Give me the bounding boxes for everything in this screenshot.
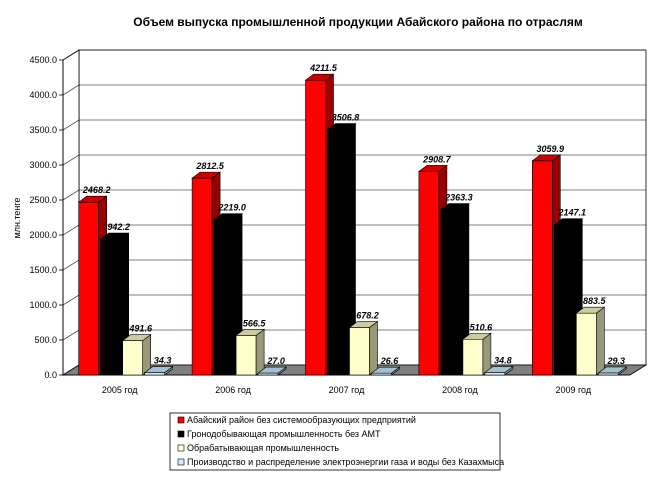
x-tick-label: 2006 год (215, 385, 251, 395)
y-tick-label: 500.0 (34, 335, 57, 345)
legend-box (169, 412, 501, 471)
bar-front (597, 372, 619, 376)
bar-side (369, 320, 378, 376)
data-label: 27.0 (266, 356, 285, 366)
x-tick-label: 2008 год (442, 385, 478, 395)
bar-front (213, 219, 235, 376)
legend-entry: Производство и распределение электроэнер… (187, 457, 504, 467)
data-label: 4211.5 (309, 63, 338, 73)
legend-entry: Абайский район без системообразующих пре… (187, 415, 416, 425)
data-label: 34.3 (154, 356, 172, 366)
y-tick-label: 4500.0 (29, 55, 57, 65)
gridline (62, 119, 646, 131)
data-label: 3059.9 (537, 144, 565, 154)
bar-front (235, 335, 257, 376)
y-tick-label: 2500.0 (29, 195, 57, 205)
bar-top (257, 366, 288, 374)
bar-top (304, 73, 335, 81)
bar-front (575, 312, 597, 376)
bar-front (531, 160, 553, 376)
data-label: 2812.5 (195, 161, 225, 171)
chart-side-wall (62, 49, 80, 376)
bar-front (144, 372, 165, 376)
bar-top (143, 366, 174, 373)
bar-front (462, 338, 484, 376)
x-tick-label: 2005 год (102, 385, 138, 395)
bar-top (326, 123, 357, 130)
y-tick-label: 2000.0 (29, 230, 57, 240)
y-tick-label: 4000.0 (29, 90, 57, 100)
bar-top (553, 218, 584, 226)
bar-top (235, 329, 266, 336)
plot-area: 0.0 500.0 1000.0 1500.0 2000.0 2500.0 3000.0 35… (29, 49, 648, 395)
bar-front (440, 209, 462, 376)
data-label: 26.6 (380, 356, 400, 366)
bar-top (121, 334, 152, 341)
gridline (62, 154, 646, 166)
bar-front (78, 201, 99, 376)
bar-front (418, 171, 440, 376)
y-tick-label: 1500.0 (29, 265, 57, 275)
legend-swatch (177, 416, 185, 424)
legend: Абайский район без системообразующих пре… (169, 412, 504, 471)
bar-front (122, 340, 143, 376)
bar-top (531, 154, 562, 162)
y-tick-label: 3000.0 (29, 160, 57, 170)
data-label: 566.5 (243, 318, 267, 328)
bar-side (255, 328, 265, 376)
bar-front (100, 238, 121, 376)
legend-swatch (177, 430, 185, 438)
bar-front (553, 224, 575, 376)
data-label: 510.6 (470, 322, 494, 332)
data-label: 2147.1 (558, 208, 587, 218)
data-label: 2363.3 (444, 193, 473, 203)
bar-top (99, 232, 130, 240)
data-label: 29.3 (607, 356, 626, 366)
bar-top (370, 366, 401, 374)
data-label: 2219.0 (217, 203, 246, 213)
data-label: 942.2 (107, 222, 130, 232)
bar-top (348, 321, 379, 328)
chart-title: Объем выпуска промышленной продукции Аба… (133, 15, 583, 29)
y-tick-label: 3500.0 (29, 125, 57, 135)
data-label: 3506.8 (332, 113, 360, 123)
bar-top (483, 366, 514, 373)
bar-top (461, 332, 492, 340)
bar-top (439, 203, 470, 210)
bar-front (327, 129, 348, 376)
y-tick-label: 0.0 (44, 370, 57, 380)
x-tick-label: 2009 год (555, 385, 591, 395)
data-label: 2468.2 (82, 185, 111, 195)
data-label: 491.6 (128, 324, 153, 334)
bar-top (575, 306, 606, 314)
bar-side (595, 306, 605, 376)
y-axis-label: млн.тенге (12, 198, 22, 239)
legend-swatch (177, 444, 185, 452)
x-tick-label: 2007 год (329, 385, 365, 395)
gridline (62, 84, 646, 96)
legend-entry: Обрабатывающая промышленность (187, 443, 339, 453)
y-tick-label: 1000.0 (29, 300, 57, 310)
bar-front (484, 372, 506, 376)
bar-top (597, 366, 628, 374)
bar-front (349, 327, 370, 376)
data-label: 2908.7 (422, 154, 452, 164)
bar-top (213, 213, 244, 220)
bar-front (305, 79, 326, 376)
bar-top (417, 165, 448, 172)
data-label: 678.2 (356, 311, 379, 321)
data-label: 883.5 (583, 296, 607, 306)
data-label: 34.8 (494, 356, 512, 366)
bar-top (191, 171, 222, 179)
legend-swatch (177, 458, 185, 466)
bar-front (191, 177, 213, 376)
gridline (62, 189, 646, 201)
bar-top (77, 195, 108, 203)
gridline (62, 49, 646, 61)
legend-entry: Гронодобывающая промышленность без АМТ (187, 429, 381, 439)
